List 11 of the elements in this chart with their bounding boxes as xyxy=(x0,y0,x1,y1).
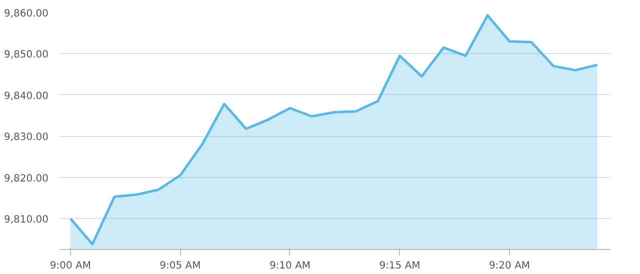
y-tick-label: 9,840.00 xyxy=(4,90,48,102)
x-tick-label: 9:05 AM xyxy=(160,260,201,272)
x-tick-label: 9:15 AM xyxy=(379,260,420,272)
x-tick-label: 9:10 AM xyxy=(269,260,311,272)
y-tick-label: 9,820.00 xyxy=(4,173,48,184)
y-tick-label: 9,830.00 xyxy=(4,132,48,144)
y-tick-label: 9,860.00 xyxy=(4,8,48,20)
x-tick-label: 9:00 AM xyxy=(50,260,92,272)
y-tick-label: 9,810.00 xyxy=(4,214,48,226)
y-tick-label: 9,850.00 xyxy=(4,50,48,61)
x-tick-label: 9:20 AM xyxy=(488,260,530,272)
